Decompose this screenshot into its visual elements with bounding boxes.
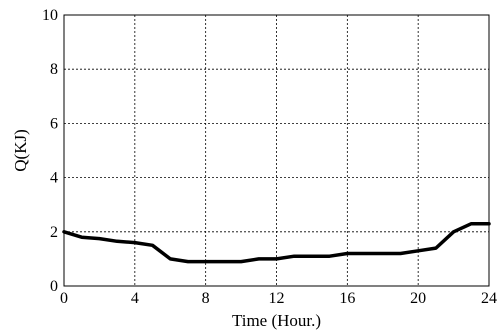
x-axis-label: Time (Hour.) xyxy=(232,311,321,330)
grid-lines xyxy=(64,15,489,286)
y-tick-label: 0 xyxy=(50,278,58,295)
x-tick-label: 16 xyxy=(339,290,355,307)
y-tick-label: 8 xyxy=(50,61,58,78)
series-line xyxy=(62,221,491,264)
series-group xyxy=(62,221,491,264)
y-tick-label: 10 xyxy=(42,7,58,24)
x-tick-label: 8 xyxy=(202,290,210,307)
y-tick-label: 4 xyxy=(50,170,58,187)
y-tick-label: 6 xyxy=(50,115,58,132)
y-tick-label: 2 xyxy=(50,224,58,241)
x-tick-label: 0 xyxy=(60,290,68,307)
x-tick-label: 4 xyxy=(131,290,139,307)
x-tick-label: 12 xyxy=(269,290,285,307)
plot-frame xyxy=(63,14,490,287)
x-tick-label: 20 xyxy=(410,290,426,307)
x-tick-label: 24 xyxy=(481,290,497,307)
y-axis-label: Q(KJ) xyxy=(11,129,30,172)
